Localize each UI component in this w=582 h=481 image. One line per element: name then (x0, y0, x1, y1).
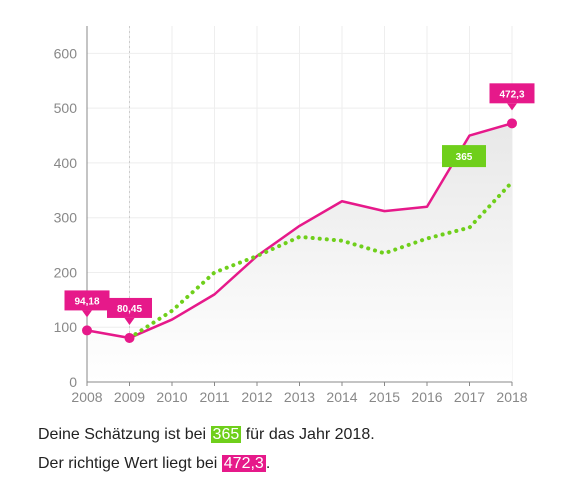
value-callout-label: 80,45 (117, 304, 142, 315)
guess-callout-box (442, 145, 486, 168)
y-tick-label: 500 (54, 100, 78, 116)
y-tick-label: 100 (54, 319, 78, 335)
y-tick-label: 200 (54, 264, 78, 280)
guess-summary-suffix: für das Jahr 2018. (241, 426, 375, 443)
value-callout-box (64, 290, 110, 311)
y-tick-label: 300 (54, 210, 78, 226)
guess-summary-prefix: Deine Schätzung ist bei (38, 426, 211, 443)
x-tick-label: 2008 (71, 389, 102, 405)
value-callout-label: 472,3 (499, 89, 524, 100)
x-tick-label: 2010 (156, 389, 187, 405)
actual-point-marker (82, 325, 92, 336)
y-tick-label: 400 (54, 155, 78, 171)
x-tick-label: 2009 (114, 389, 145, 405)
guess-callout-label: 365 (456, 152, 473, 163)
actual-point-marker (507, 118, 517, 129)
y-tick-label: 600 (54, 45, 78, 61)
x-tick-label: 2015 (369, 389, 400, 405)
x-tick-label: 2018 (496, 389, 527, 405)
x-tick-label: 2011 (199, 389, 229, 405)
guess-value-badge: 365 (210, 426, 242, 443)
value-callout-pointer (507, 103, 517, 111)
actual-summary-prefix: Der richtige Wert liegt bei (38, 455, 222, 472)
actual-summary: Der richtige Wert liegt bei 472,3. (38, 454, 270, 474)
x-tick-label: 2014 (326, 389, 357, 405)
line-chart: 0 100 200 300 400 500 600 2008 2009 2010 2011 2012 2… (54, 26, 535, 405)
actual-summary-suffix: . (265, 455, 271, 472)
value-callout-pointer (124, 317, 135, 325)
value-callout-box (489, 83, 535, 104)
value-callout-box (107, 297, 152, 318)
actual-point-marker (124, 332, 135, 343)
actual-series-line (85, 122, 514, 340)
x-tick-label: 2017 (454, 389, 485, 405)
actual-value-badge: 472,3 (221, 455, 266, 472)
actual-area (87, 123, 512, 382)
guess-summary: Deine Schätzung ist bei 365 für das Jahr… (38, 425, 375, 445)
y-tick-label: 0 (69, 374, 77, 390)
x-tick-label: 2013 (284, 389, 315, 405)
value-callout-label: 94,18 (74, 296, 99, 307)
x-tick-label: 2016 (411, 389, 442, 405)
x-tick-label: 2012 (241, 389, 272, 405)
guess-series-line (127, 180, 514, 340)
value-callout-pointer (82, 310, 92, 318)
